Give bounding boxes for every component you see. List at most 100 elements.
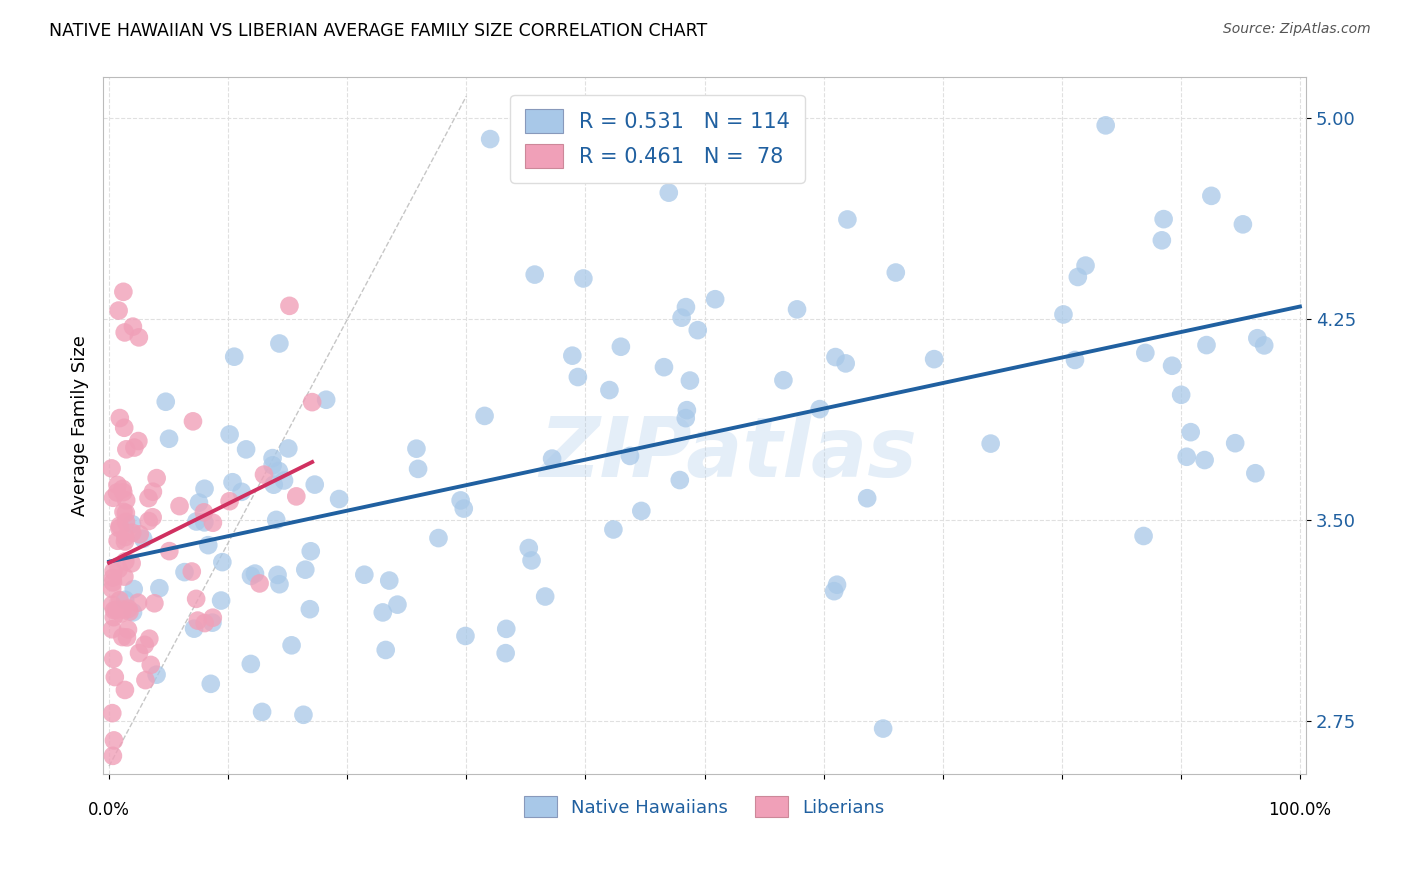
Point (101, 491, 124, 505)
Point (107, 533, 129, 548)
Point (114, 554, 136, 568)
Point (387, 598, 409, 612)
Point (1246, 331, 1268, 345)
Point (108, 593, 131, 607)
Point (224, 350, 246, 364)
Point (520, 553, 543, 567)
Point (1150, 233, 1173, 247)
Point (263, 477, 285, 491)
Point (479, 132, 502, 146)
Point (128, 330, 150, 344)
Point (572, 271, 595, 285)
Point (111, 482, 134, 496)
Point (1074, 259, 1097, 273)
Point (872, 722, 894, 736)
Point (101, 582, 124, 596)
Point (1161, 359, 1184, 373)
Point (1253, 338, 1275, 352)
Point (786, 302, 808, 317)
Point (249, 576, 271, 591)
Point (315, 392, 337, 407)
Point (201, 516, 224, 530)
Point (328, 491, 350, 506)
Point (115, 442, 138, 457)
Point (808, 402, 831, 417)
Point (304, 477, 326, 491)
Point (823, 584, 845, 599)
Point (1064, 353, 1087, 368)
Point (619, 449, 641, 463)
Point (277, 442, 299, 456)
Point (186, 591, 208, 606)
Point (1244, 467, 1267, 481)
Point (671, 310, 693, 325)
Point (139, 657, 162, 672)
Point (454, 629, 477, 643)
Point (101, 706, 124, 720)
Text: 100.0%: 100.0% (1268, 801, 1331, 819)
Point (101, 748, 124, 763)
Point (112, 485, 135, 500)
Point (675, 411, 697, 425)
Point (104, 670, 127, 684)
Point (278, 299, 301, 313)
Text: NATIVE HAWAIIAN VS LIBERIAN AVERAGE FAMILY SIZE CORRELATION CHART: NATIVE HAWAIIAN VS LIBERIAN AVERAGE FAMI… (49, 22, 707, 40)
Point (122, 319, 145, 334)
Point (474, 409, 496, 423)
Text: Source: ZipAtlas.com: Source: ZipAtlas.com (1223, 22, 1371, 37)
Point (209, 593, 232, 607)
Point (105, 603, 128, 617)
Point (495, 622, 517, 636)
Point (157, 432, 180, 446)
Point (1153, 212, 1175, 227)
Point (406, 462, 429, 476)
Point (134, 638, 156, 652)
Y-axis label: Average Family Size: Average Family Size (72, 335, 89, 516)
Point (218, 427, 240, 442)
Point (108, 521, 131, 535)
Point (103, 603, 125, 617)
Point (676, 403, 699, 417)
Point (114, 530, 136, 544)
Point (193, 505, 215, 519)
Point (239, 657, 262, 671)
Point (658, 186, 681, 200)
Point (121, 517, 143, 532)
Point (598, 383, 620, 397)
Point (138, 514, 160, 528)
Point (101, 571, 124, 585)
Text: ZIPatlas: ZIPatlas (540, 413, 918, 494)
Point (193, 482, 215, 496)
Point (122, 582, 145, 596)
Point (128, 646, 150, 660)
Point (243, 566, 266, 581)
Point (269, 336, 291, 351)
Point (132, 532, 155, 546)
Point (1194, 453, 1216, 467)
Point (285, 489, 308, 503)
Point (121, 525, 143, 540)
Point (101, 598, 124, 612)
Point (200, 677, 222, 691)
Point (264, 513, 287, 527)
Point (1132, 529, 1154, 543)
Point (980, 436, 1002, 450)
Point (602, 523, 624, 537)
Point (884, 266, 907, 280)
Point (181, 414, 204, 428)
Point (114, 682, 136, 697)
Point (534, 590, 557, 604)
Point (107, 478, 129, 492)
Point (218, 494, 240, 508)
Point (112, 421, 135, 435)
Point (117, 602, 139, 616)
Point (193, 516, 215, 530)
Point (837, 212, 859, 227)
Point (115, 515, 138, 529)
Point (231, 484, 253, 499)
Point (122, 606, 145, 620)
Point (145, 667, 167, 681)
Point (675, 300, 697, 314)
Point (115, 506, 138, 520)
Point (117, 623, 139, 637)
